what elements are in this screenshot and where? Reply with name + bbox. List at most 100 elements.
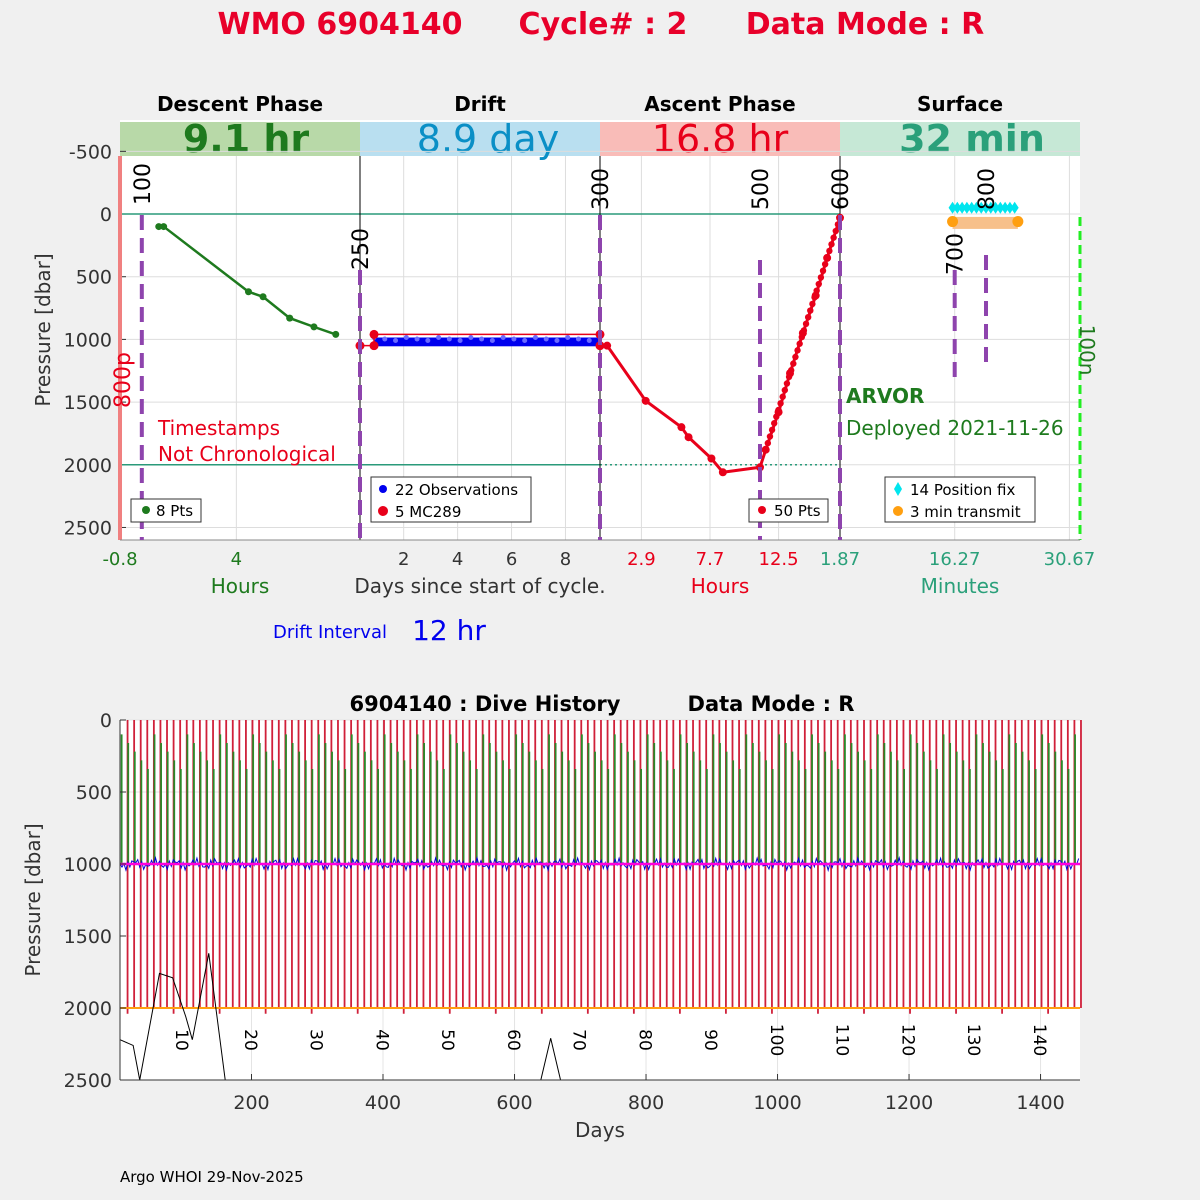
drift-legend: 22 Observations 5 MC289 [370,476,532,523]
cycle-y-tick-label: 500 [76,267,112,289]
ascent-dense-point [794,347,801,354]
position-fix-point [996,201,1005,214]
cycle-y-label: Pressure [dbar] [31,253,55,406]
ascent-x-label: Hours [691,574,750,598]
history-series: 10 20 30 40 50 60 70 80 90 100 110 120 130 140 [119,720,1082,1081]
ascent-dense-point [817,274,825,281]
history-cycle-label: 90 [700,1029,720,1051]
history-axes: 0 500 1000 1500 2000 2500 200 400 600 800 1000 1200… [64,710,1080,1114]
title-wmo: WMO 6904140 [217,7,462,42]
descent-duration-band [120,122,360,156]
history-cycle-label: 70 [569,1029,589,1051]
cycle-x-tick-label: 16.27 [929,549,981,570]
history-cycle-label: 40 [371,1029,391,1051]
ascent-dense-point [821,260,829,268]
history-cycle-label: 60 [503,1029,523,1051]
ascent-point [718,468,727,477]
ascent-dense-point [824,254,831,261]
ascent-dense-point [815,280,822,288]
history-x-tick-label: 400 [365,1092,401,1114]
ascent-dense-point [796,340,803,347]
drift-interval-label: Drift Interval [273,622,387,643]
surface-header: Surface [917,92,1003,116]
drift-legend-obs: 22 Observations [395,481,518,499]
drift-legend-swatch-obs [379,485,387,493]
deployed-date: Deployed 2021-11-26 [846,416,1064,440]
history-y-tick-label: 1500 [64,926,112,948]
marker-label: 600 [829,168,854,210]
ascent-dense-point [773,413,780,420]
drift-observation [565,335,571,341]
position-fix-point [972,201,981,214]
history-y-tick-label: 2000 [64,998,112,1020]
surface-right-label: 100n [1075,325,1099,376]
ascent-point [641,396,650,405]
drift-observation [575,336,581,342]
drift-observation [522,338,528,344]
history-cycle-label: 140 [1029,1024,1049,1056]
drift-observation [543,336,549,342]
history-x-label: Days [575,1118,625,1142]
cycle-y-tick-label: 0 [100,204,112,226]
drift-observation [554,338,560,344]
position-fix-point [958,201,967,214]
history-x-tick-label: 600 [496,1092,532,1114]
ascent-dense-point [779,393,786,400]
ascent-dense-point [809,300,816,308]
history-cycle-label: 20 [240,1029,260,1051]
ascent-dense-point [777,400,784,407]
descent-point [310,323,318,331]
position-fix-point [991,201,1000,214]
title-mode: Data Mode : R [746,7,984,42]
transmit-point [947,216,959,228]
descent-header: Descent Phase [157,92,323,116]
cycle-y-tick-label: 1000 [64,329,112,351]
ascent-dense-point [828,241,835,248]
ascent-dense-point [826,247,833,255]
surface-x-label: Minutes [921,574,1000,598]
position-fix-point [986,201,995,214]
ascent-dense-point [798,333,805,341]
descent-point [332,330,340,338]
ascent-dense-point [832,227,839,235]
marker-label: 250 [349,228,374,270]
history-cycle-label: 100 [766,1024,786,1056]
drift-observation [511,336,517,342]
ascent-legend: 50 Pts [748,498,829,523]
history-title: 6904140 : Dive History [350,692,621,716]
cycle-x-tick-label: 2 [398,549,409,570]
ascent-dense-point [766,433,774,440]
ascent-header: Ascent Phase [644,92,795,116]
history-y-tick-label: 1000 [64,854,112,876]
drift-observation [489,338,495,344]
cycle-y-tick-label: -500 [69,141,112,163]
surface-series [947,201,1024,229]
ascent-dense-point [800,327,808,334]
drift-observation [414,336,420,342]
descent-point [155,223,163,231]
position-fix-point [1010,201,1019,214]
ascent-dense-point [785,373,793,381]
history-x-tick-label: 1000 [753,1092,801,1114]
drift-band [374,337,600,347]
descent-legend-text: 8 Pts [156,502,193,520]
history-x-tick-label: 800 [628,1092,664,1114]
marker-label: 800 [975,168,1000,210]
history-y-label: Pressure [dbar] [21,823,45,976]
ascent-dense-point [790,360,797,367]
ascent-dense-point [819,267,827,275]
ascent-dense-point [802,320,810,328]
position-fix-point [967,201,976,214]
surface-legend-swatch-transmit [893,506,903,516]
ascent-dense-point [804,313,812,321]
ascent-legend-swatch [758,506,766,514]
warning-line-1: Timestamps [157,416,280,440]
marker-label: 100 [131,163,156,205]
marker-label: 300 [589,168,614,210]
ascent-dense-point [762,446,769,453]
drift-interval-value: 12 hr [412,614,486,647]
surface-legend-fix: 14 Position fix [910,481,1015,499]
history-cycle-label: 110 [832,1024,852,1056]
warning-line-2: Not Chronological [158,442,336,466]
descent-point [244,288,252,296]
